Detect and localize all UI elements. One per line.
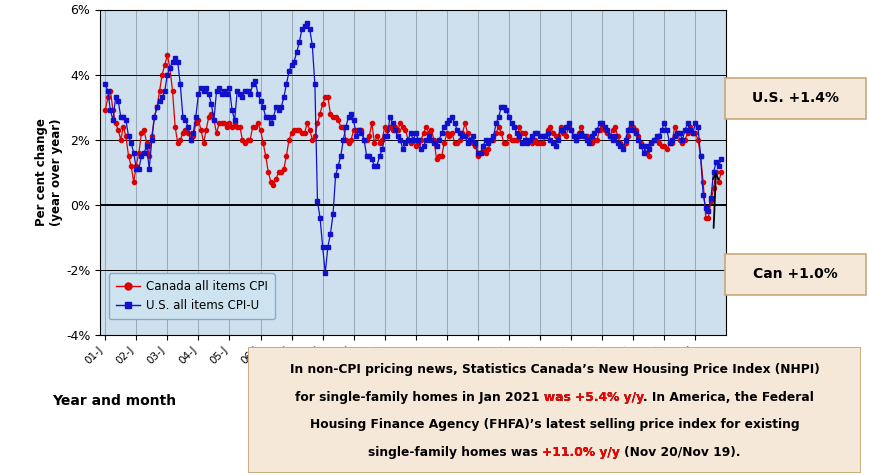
Text: Can +1.0%: Can +1.0% bbox=[752, 267, 837, 281]
Text: Housing Finance Agency (FHFA)’s latest selling price index for existing: Housing Finance Agency (FHFA)’s latest s… bbox=[309, 418, 799, 431]
Y-axis label: Per cent change
(year over year): Per cent change (year over year) bbox=[35, 118, 63, 226]
FancyBboxPatch shape bbox=[248, 347, 860, 473]
Text: Year and month: Year and month bbox=[52, 394, 176, 408]
Legend: Canada all items CPI, U.S. all items CPI-U: Canada all items CPI, U.S. all items CPI… bbox=[109, 273, 275, 319]
Text: U.S. +1.4%: U.S. +1.4% bbox=[751, 91, 838, 105]
Text: single-family homes was +11.0% y/y (Nov 20/Nov 19).: single-family homes was +11.0% y/y (Nov … bbox=[368, 446, 740, 459]
Text: In non-CPI pricing news, Statistics Canada’s New Housing Price Index (NHPI): In non-CPI pricing news, Statistics Cana… bbox=[289, 363, 819, 376]
Text: +11.0% y/y: +11.0% y/y bbox=[542, 446, 620, 459]
Text: for single-family homes in Jan 2021 was +5.4% y/y. In America, the Federal: for single-family homes in Jan 2021 was … bbox=[295, 390, 813, 404]
Text: was +5.4% y/y: was +5.4% y/y bbox=[543, 390, 643, 404]
